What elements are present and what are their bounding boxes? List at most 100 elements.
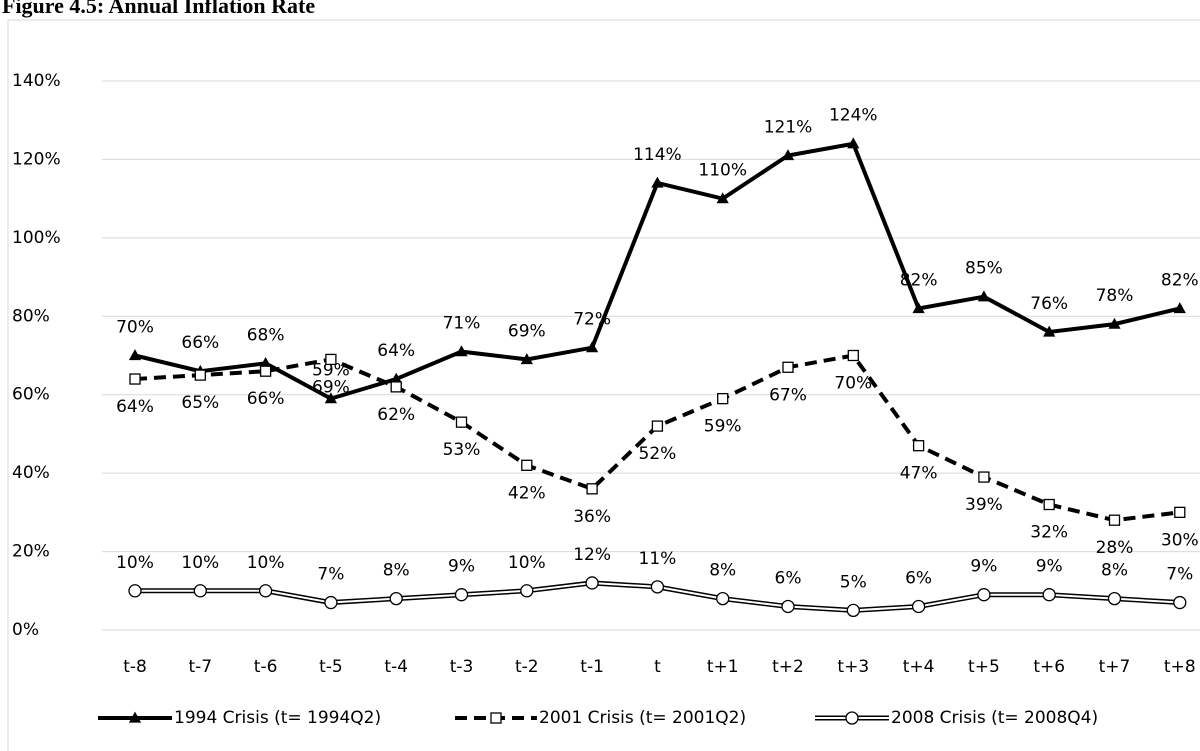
data-label: 8% [383,561,410,581]
data-point [977,290,991,302]
x-tick-label: t+5 [968,657,1000,677]
data-label: 72% [573,310,611,330]
x-tick-label: t-6 [254,657,278,677]
legend-marker [845,711,859,725]
data-point [1043,325,1056,337]
data-point [128,584,142,598]
data-label: 32% [1030,523,1068,543]
data-label: 66% [181,333,219,353]
data-point [193,584,207,598]
data-label: 6% [905,568,932,588]
data-point [324,595,338,610]
y-tick-label: 0% [12,620,39,640]
data-point [1108,317,1121,329]
x-tick-label: t-8 [123,657,147,677]
data-point [389,591,403,606]
y-tick-label: 100% [12,228,61,248]
data-label: 42% [508,483,546,503]
data-label: 71% [443,314,481,334]
data-point [781,149,795,161]
x-tick-label: t-4 [384,657,408,677]
legend-marker [490,712,502,724]
data-label: 68% [247,325,285,345]
data-point [520,584,534,598]
x-tick-label: t+2 [772,657,804,677]
data-point [912,302,925,314]
data-point [454,588,469,602]
series-line [134,353,1181,523]
y-tick-label: 120% [12,149,61,169]
data-point [650,580,665,594]
data-point [847,137,860,149]
data-label: 64% [116,397,154,417]
data-label: 5% [840,572,867,592]
data-point [586,483,598,495]
data-point [1173,595,1187,610]
y-tick-label: 20% [12,542,50,562]
data-label: 85% [965,259,1003,279]
data-point [194,369,206,381]
data-label: 9% [970,557,997,577]
x-tick-label: t-7 [188,657,212,677]
x-tick-label: t-5 [319,657,343,677]
data-label: 39% [965,495,1003,515]
data-label: 114% [633,145,682,165]
data-label: 67% [769,385,807,405]
data-point [847,349,859,362]
data-label: 82% [1161,270,1199,290]
x-tick-label: t+1 [707,657,739,677]
x-tick-label: t+7 [1099,657,1131,677]
data-point [455,345,468,357]
data-label: 10% [508,553,546,573]
data-label: 69% [508,321,546,341]
data-point [585,576,599,590]
data-point [846,603,860,618]
data-label: 7% [317,565,344,585]
data-label: 12% [573,545,611,565]
data-label: 59% [704,417,742,437]
x-tick-label: t-3 [450,657,474,677]
data-label: 64% [377,341,415,361]
data-label: 9% [448,557,475,577]
data-label: 10% [247,553,285,573]
data-point [651,176,664,188]
data-label: 124% [829,106,878,126]
data-label: 30% [1161,530,1199,550]
data-point [781,599,795,614]
data-point [258,584,273,598]
data-point [1108,514,1121,526]
data-label: 53% [443,440,481,460]
data-point [977,588,991,602]
data-point [521,459,533,471]
data-point [651,420,664,432]
data-point [911,599,926,614]
data-label: 9% [1036,557,1063,577]
data-label: 10% [116,553,154,573]
data-label: 10% [181,553,219,573]
data-label: 70% [116,318,154,338]
data-point [1173,302,1186,314]
data-point [717,392,729,405]
data-label: 7% [1166,565,1193,585]
legend-label: 2008 Crisis (t= 2008Q4) [891,708,1098,728]
y-tick-label: 60% [12,385,50,405]
data-label: 82% [900,270,938,290]
data-label: 6% [775,568,802,588]
data-point [782,361,794,373]
data-label: 11% [639,549,677,569]
data-label: 78% [1096,286,1134,306]
data-point [259,365,272,377]
legend-label: 2001 Crisis (t= 2001Q2) [539,708,746,728]
data-point [978,471,990,483]
data-point [1043,498,1055,511]
data-point [716,591,730,606]
data-point [1107,591,1122,606]
data-label: 59% [312,361,350,381]
data-point [912,440,925,452]
chart-frame [7,19,1200,751]
data-point [455,416,468,428]
x-tick-label: t+6 [1033,657,1065,677]
x-tick-label: t-2 [515,657,539,677]
